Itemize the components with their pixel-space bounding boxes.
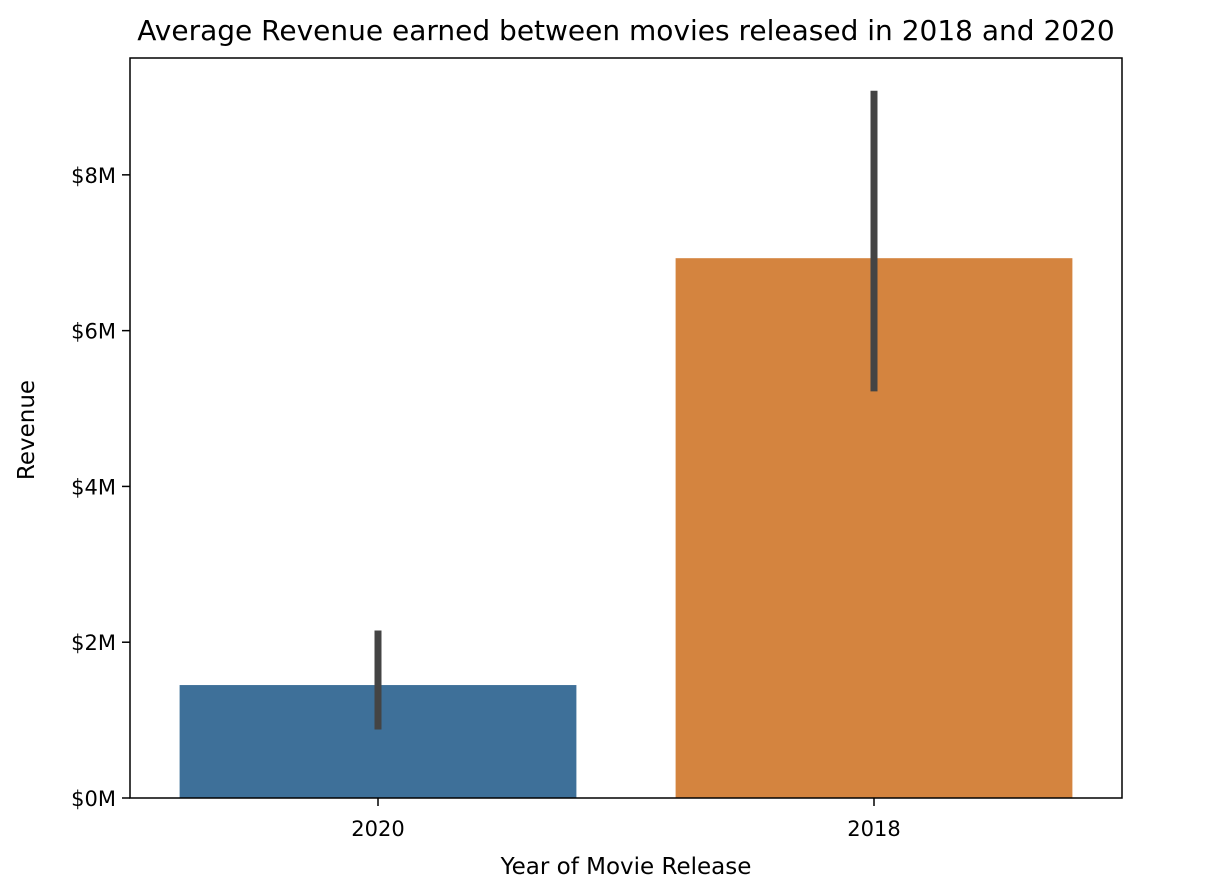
x-tick-label: 2018 xyxy=(847,817,900,841)
x-tick-label: 2020 xyxy=(351,817,404,841)
bars-group xyxy=(179,258,1073,799)
y-tick-label: $4M xyxy=(71,475,116,499)
y-axis-label: Revenue xyxy=(14,380,40,480)
y-tick-label: $8M xyxy=(71,164,116,188)
error-bars-group xyxy=(374,90,878,730)
y-tick-label: $0M xyxy=(71,787,116,811)
y-tick-label: $2M xyxy=(71,631,116,655)
y-tick-label: $6M xyxy=(71,320,116,344)
chart-title: Average Revenue earned between movies re… xyxy=(137,14,1114,47)
y-axis: $0M $2M $4M $6M $8M xyxy=(71,164,130,811)
x-axis: 2020 2018 xyxy=(351,798,901,841)
x-axis-label: Year of Movie Release xyxy=(500,854,752,880)
plot-frame xyxy=(129,57,1123,799)
